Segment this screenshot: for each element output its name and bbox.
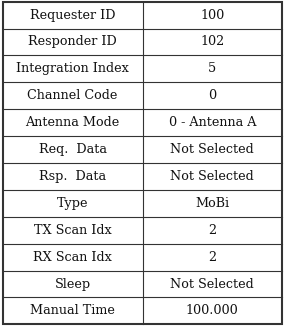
Text: 100.000: 100.000 — [186, 304, 239, 318]
Text: Sleep: Sleep — [55, 277, 91, 290]
Text: Rsp.  Data: Rsp. Data — [39, 170, 106, 183]
Text: Manual Time: Manual Time — [30, 304, 115, 318]
Text: 0 - Antenna A: 0 - Antenna A — [168, 116, 256, 129]
Text: Type: Type — [57, 197, 88, 210]
Text: 100: 100 — [200, 8, 225, 22]
Text: Channel Code: Channel Code — [27, 89, 118, 102]
Text: 2: 2 — [208, 224, 216, 237]
Text: MoBi: MoBi — [195, 197, 229, 210]
Text: 102: 102 — [200, 36, 225, 49]
Text: Integration Index: Integration Index — [16, 62, 129, 75]
Text: Req.  Data: Req. Data — [39, 143, 107, 156]
Text: TX Scan Idx: TX Scan Idx — [34, 224, 111, 237]
Text: Not Selected: Not Selected — [170, 170, 254, 183]
Text: Not Selected: Not Selected — [170, 143, 254, 156]
Text: Not Selected: Not Selected — [170, 277, 254, 290]
Text: Requester ID: Requester ID — [30, 8, 115, 22]
Text: 5: 5 — [208, 62, 216, 75]
Text: Responder ID: Responder ID — [28, 36, 117, 49]
Text: RX Scan Idx: RX Scan Idx — [33, 251, 112, 264]
Text: 2: 2 — [208, 251, 216, 264]
Text: Antenna Mode: Antenna Mode — [26, 116, 120, 129]
Text: 0: 0 — [208, 89, 216, 102]
